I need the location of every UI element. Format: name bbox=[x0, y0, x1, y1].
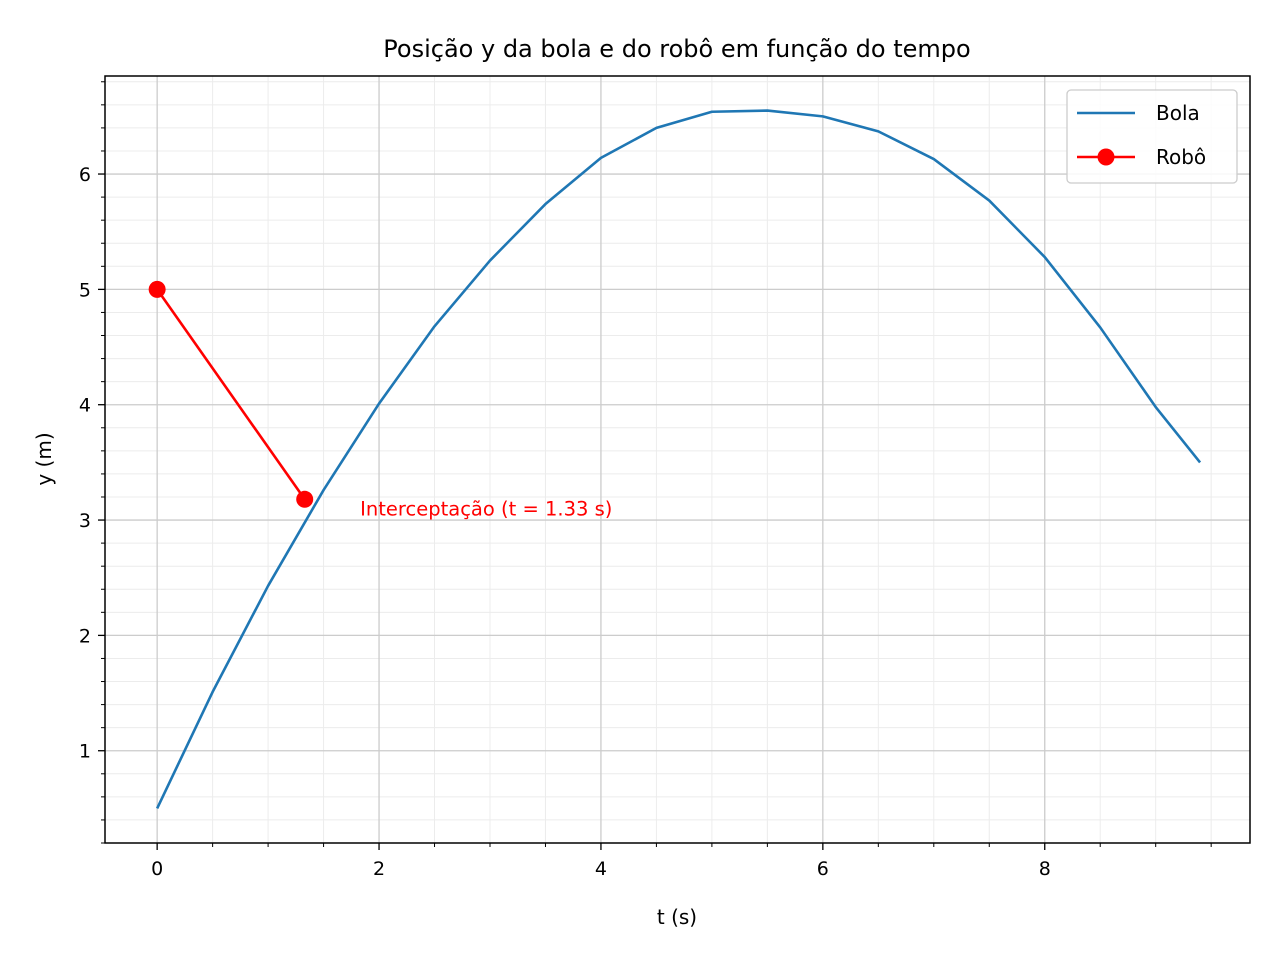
annotation-text: Interceptação (t = 1.33 s) bbox=[360, 498, 612, 521]
y-axis-label: y (m) bbox=[32, 432, 56, 485]
major-grid bbox=[105, 76, 1250, 843]
x-tick-label: 0 bbox=[151, 858, 163, 880]
ticks: 0 2 4 6 8 1 2 3 4 5 6 bbox=[79, 81, 1212, 880]
y-tick-label: 5 bbox=[79, 279, 91, 301]
legend-entry-robo-marker bbox=[1097, 148, 1115, 166]
x-tick-label: 6 bbox=[817, 858, 829, 880]
series-robo-line bbox=[156, 288, 306, 501]
x-tick-label: 8 bbox=[1039, 858, 1051, 880]
series-bola-line bbox=[155, 109, 1202, 809]
legend-box bbox=[1066, 89, 1238, 184]
legend-entry-robo-label: Robô bbox=[1156, 145, 1206, 169]
y-tick-label: 3 bbox=[79, 510, 91, 532]
y-tick-label: 1 bbox=[79, 741, 91, 763]
chart-title: Posição y da bola e do robô em função do… bbox=[383, 35, 970, 63]
legend-entry-bola-label: Bola bbox=[1156, 101, 1200, 125]
plot-background bbox=[105, 76, 1250, 843]
legend: Bola Robô bbox=[1066, 89, 1238, 184]
series-layer bbox=[148, 109, 1202, 809]
annotation-layer: Interceptação (t = 1.33 s) bbox=[360, 498, 612, 521]
series-robo-point bbox=[296, 490, 314, 508]
plot-area bbox=[105, 76, 1250, 843]
x-tick-label: 4 bbox=[595, 858, 607, 880]
series-robo-point bbox=[148, 280, 166, 298]
y-tick-label: 4 bbox=[79, 395, 91, 417]
axes-frame bbox=[104, 75, 1251, 844]
axes-border bbox=[104, 75, 1251, 844]
y-tick-label: 6 bbox=[79, 164, 91, 186]
y-tick-label: 2 bbox=[79, 625, 91, 647]
x-axis-label: t (s) bbox=[657, 905, 697, 929]
x-tick-label: 2 bbox=[373, 858, 385, 880]
